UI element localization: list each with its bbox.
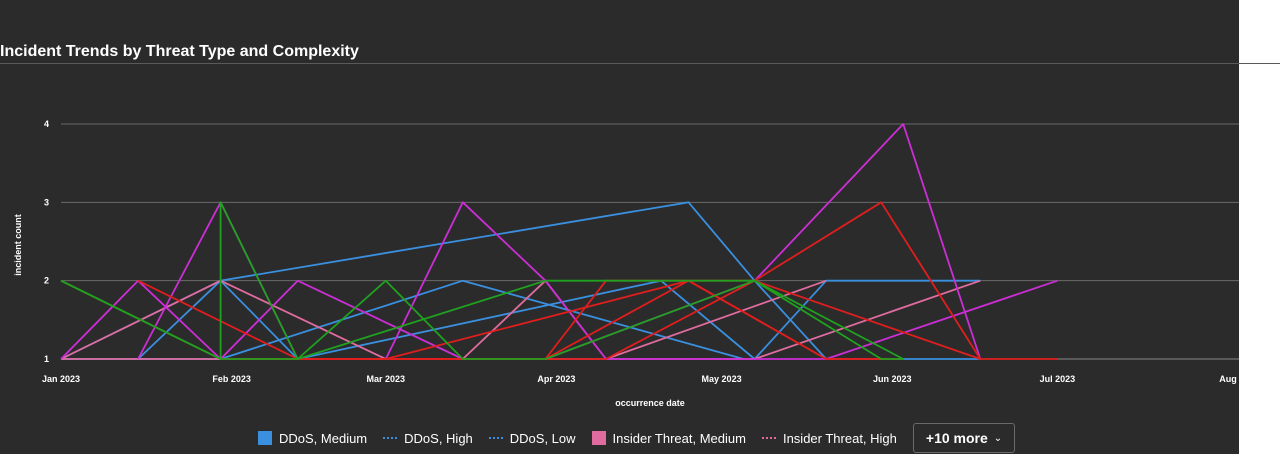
legend-swatch xyxy=(761,437,776,439)
legend-swatch xyxy=(258,431,272,445)
series-line-5[interactable] xyxy=(61,279,981,360)
legend-item[interactable]: Insider Threat, High xyxy=(761,430,897,446)
chevron-down-icon: ⌄ xyxy=(993,432,1003,444)
x-tick-label: Aug xyxy=(1219,374,1237,384)
line-chart: 1 2 3 4 Jan 2023 Feb 2023 Mar 2023 Apr 2023 May… xyxy=(13,119,1239,408)
chart-title: Incident Trends by Threat Type and Compl… xyxy=(0,43,359,60)
series-line-12[interactable] xyxy=(60,279,904,360)
y-tick-label: 3 xyxy=(44,197,49,207)
x-axis-label: occurrence date xyxy=(615,398,685,408)
x-tick-label: Jan 2023 xyxy=(42,374,80,384)
title-divider xyxy=(0,63,1280,64)
series-line-11[interactable] xyxy=(385,279,904,360)
x-tick-label: Feb 2023 xyxy=(212,374,251,384)
legend-label: DDoS, Medium xyxy=(279,430,368,446)
x-tick-label: Mar 2023 xyxy=(367,374,406,384)
x-axis-ticks: Jan 2023 Feb 2023 Mar 2023 Apr 2023 May 2023… xyxy=(42,374,1237,384)
series-line-13[interactable] xyxy=(60,201,904,360)
legend-item[interactable]: DDoS, Medium xyxy=(258,431,367,446)
x-tick-label: Apr 2023 xyxy=(537,374,575,384)
x-tick-label: Jun 2023 xyxy=(873,374,912,384)
series-line-1[interactable] xyxy=(60,279,981,360)
chart-panel: Incident Trends by Threat Type and Compl… xyxy=(0,0,1239,454)
grid-lines xyxy=(61,123,1239,360)
legend-item[interactable]: Insider Threat, Medium xyxy=(591,430,746,446)
y-tick-label: 1 xyxy=(44,354,49,364)
series-line-4[interactable] xyxy=(60,279,827,360)
x-tick-label: Jul 2023 xyxy=(1040,374,1076,384)
legend-item[interactable]: DDoS, High xyxy=(383,431,473,446)
legend-swatch xyxy=(488,437,503,439)
legend-item[interactable]: DDoS, Low xyxy=(488,430,576,446)
legend-label: Insider Threat, Medium xyxy=(612,430,746,446)
series-lines xyxy=(60,123,1058,360)
legend-swatch xyxy=(591,431,606,445)
y-axis-ticks: 1 2 3 4 xyxy=(44,119,49,364)
legend-swatch xyxy=(383,437,398,439)
legend-more-button[interactable]: +10 more ⌄ xyxy=(912,423,1016,453)
y-axis-label: incident count xyxy=(13,214,23,276)
x-tick-label: May 2023 xyxy=(702,374,742,384)
chart-legend: DDoS, Medium DDoS, High DDoS, Low Insider T… xyxy=(258,422,1016,454)
legend-label: DDoS, High xyxy=(404,430,473,446)
legend-label: Insider Threat, High xyxy=(782,430,897,446)
legend-more-label: +10 more xyxy=(925,430,988,446)
y-tick-label: 2 xyxy=(44,276,49,286)
legend-label: DDoS, Low xyxy=(509,430,576,446)
y-tick-label: 4 xyxy=(44,119,49,129)
